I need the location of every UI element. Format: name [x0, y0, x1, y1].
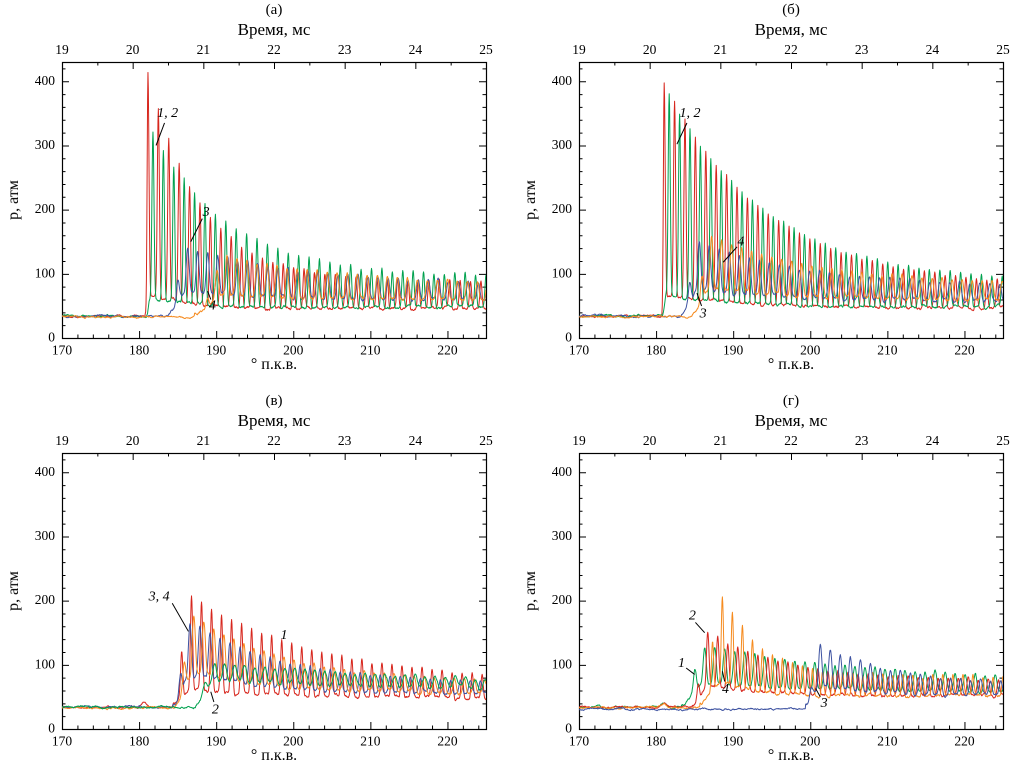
panel-v-label: (в)	[265, 393, 283, 409]
panel-a-x-axis-title: ° п.к.в.	[250, 356, 298, 373]
panel-g-x-axis-title: ° п.к.в.	[767, 747, 815, 764]
panel-v-x-axis-title: ° п.к.в.	[250, 747, 298, 764]
panel-a-plot-canvas	[0, 0, 517, 391]
panel-g-top-axis-title: Время, мс	[754, 411, 828, 430]
panel-b-label: (б)	[782, 2, 800, 18]
panel-a: (а) Время, мс p, атм ° п.к.в.	[0, 0, 517, 391]
panel-g-plot-canvas	[517, 391, 1034, 782]
panel-a-top-axis-title: Время, мс	[237, 20, 311, 39]
panel-v-top-axis-title: Время, мс	[237, 411, 311, 430]
panel-b-plot-canvas	[517, 0, 1034, 391]
panel-g-y-axis-title: p, атм	[522, 571, 539, 611]
panel-v-y-axis-title: p, атм	[5, 571, 22, 611]
panel-b-y-axis-title: p, атм	[522, 180, 539, 220]
panel-v: (в) Время, мс p, атм ° п.к.в.	[0, 391, 517, 782]
panel-g-label: (г)	[782, 393, 800, 409]
panel-a-label: (а)	[265, 2, 283, 18]
panel-v-plot-canvas	[0, 391, 517, 782]
panel-b: (б) Время, мс p, атм ° п.к.в.	[517, 0, 1034, 391]
panel-b-x-axis-title: ° п.к.в.	[767, 356, 815, 373]
panel-a-y-axis-title: p, атм	[5, 180, 22, 220]
panel-g: (г) Время, мс p, атм ° п.к.в.	[517, 391, 1034, 782]
panel-b-top-axis-title: Время, мс	[754, 20, 828, 39]
